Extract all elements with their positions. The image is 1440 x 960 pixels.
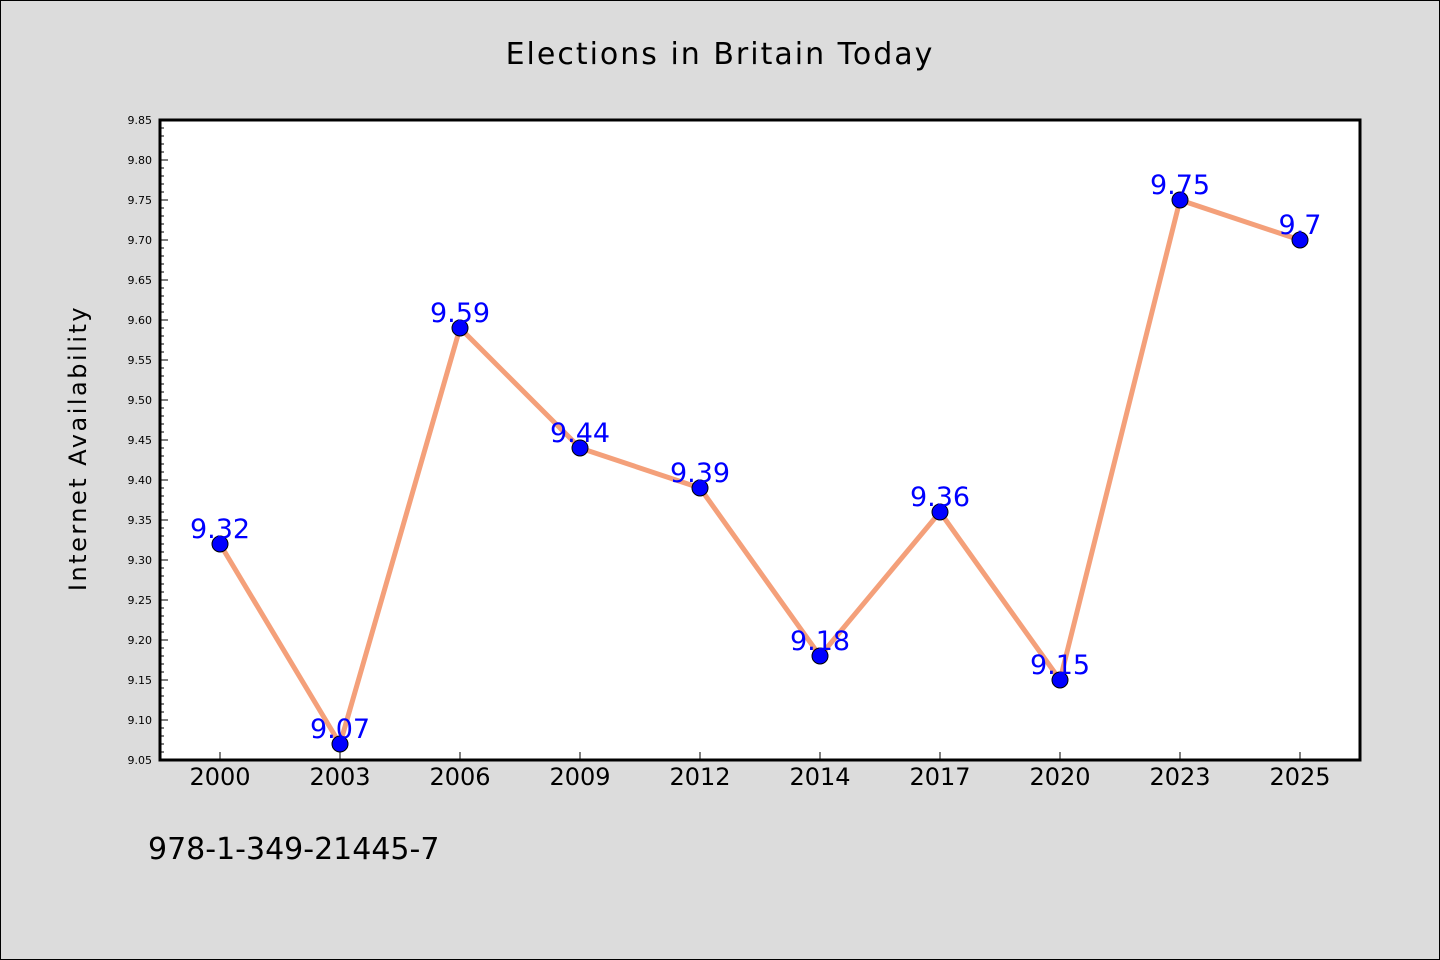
- data-point: [331, 735, 349, 753]
- x-tick-label: 2023: [1149, 763, 1210, 791]
- y-tick-label: 9.70: [128, 234, 153, 247]
- x-tick-label: 2003: [309, 763, 370, 791]
- y-tick-label: 9.45: [128, 434, 153, 447]
- data-point: [811, 647, 829, 665]
- data-label: 9.59: [430, 298, 490, 329]
- data-points: [211, 191, 1309, 753]
- y-tick-label: 9.15: [128, 674, 153, 687]
- x-tick-label: 2014: [789, 763, 850, 791]
- y-tick-label: 9.80: [128, 154, 153, 167]
- plot-area: [158, 118, 1362, 762]
- y-tick-label: 9.50: [128, 394, 153, 407]
- y-tick-label: 9.35: [128, 514, 153, 527]
- y-tick-label: 9.60: [128, 314, 153, 327]
- y-tick-label: 9.85: [128, 114, 153, 127]
- series-lines: [217, 197, 1303, 747]
- y-tick-label: 9.75: [128, 194, 153, 207]
- data-label: 9.39: [670, 458, 730, 489]
- y-tick-label: 9.10: [128, 714, 153, 727]
- data-label: 9.32: [190, 514, 250, 545]
- y-tick-label: 9.55: [128, 354, 153, 367]
- data-labels: 9.32 9.07 9.59 9.44 9.39 9.18 9.36 9.15 9.75 9.7: [190, 170, 1322, 745]
- chart-title: Elections in Britain Today: [506, 37, 935, 72]
- x-tick-label: 2009: [549, 763, 610, 791]
- data-point: [1171, 191, 1189, 209]
- data-point: [1051, 671, 1069, 689]
- y-tick-label: 9.30: [128, 554, 153, 567]
- data-label: 9.36: [910, 482, 970, 513]
- data-point: [1291, 231, 1309, 249]
- data-point: [211, 535, 229, 553]
- data-label: 9.15: [1030, 650, 1090, 681]
- data-label: 9.7: [1279, 210, 1322, 241]
- y-axis-label: Internet Availability: [64, 305, 92, 591]
- x-tick-label: 2006: [429, 763, 490, 791]
- data-point: [451, 319, 469, 337]
- x-tick-label: 2017: [909, 763, 970, 791]
- data-label: 9.44: [550, 418, 610, 449]
- isbn-caption: 978-1-349-21445-7: [148, 832, 440, 867]
- y-tick-label: 9.25: [128, 594, 153, 607]
- y-tick-label: 9.05: [128, 754, 153, 767]
- x-tick-label: 2000: [189, 763, 250, 791]
- series-line: [217, 197, 1303, 747]
- data-point: [691, 479, 709, 497]
- data-label: 9.75: [1150, 170, 1210, 201]
- y-tick-label: 9.40: [128, 474, 153, 487]
- data-label: 9.07: [310, 714, 370, 745]
- data-label: 9.18: [790, 626, 850, 657]
- x-tick-label: 2012: [669, 763, 730, 791]
- x-tick-label: 2020: [1029, 763, 1090, 791]
- x-tick-label: 2025: [1269, 763, 1330, 791]
- data-point: [931, 503, 949, 521]
- y-axis: 9.05 9.10 9.15 9.20 9.25 9.30 9.35 9.40 9.45 9.50…: [128, 114, 168, 767]
- x-axis: 2000 2003 2006 2009 2012 2014 2017 2020 2023 2025: [189, 752, 1331, 791]
- y-tick-label: 9.20: [128, 634, 153, 647]
- data-point: [571, 439, 589, 457]
- y-tick-label: 9.65: [128, 274, 153, 287]
